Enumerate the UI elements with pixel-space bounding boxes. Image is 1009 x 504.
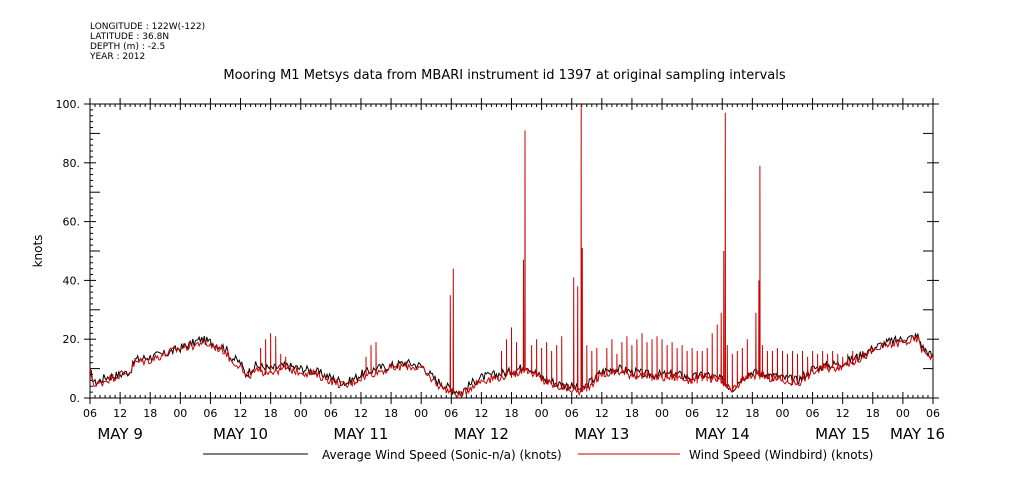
x-day-label: MAY 11	[333, 425, 388, 443]
legend-label-2: Wind Speed (Windbird) (knots)	[689, 448, 873, 462]
x-hour-label: 18	[745, 407, 759, 420]
x-hour-label: 18	[505, 407, 519, 420]
x-hour-label: 12	[234, 407, 248, 420]
x-day-label: MAY 10	[213, 425, 268, 443]
y-axis-label: knots	[31, 235, 45, 268]
series-line-2	[89, 103, 934, 400]
plot-area: 0. 20. 40. 60. 80. 100. knots 06 12 18 00 06 12 18 00 0…	[31, 98, 945, 462]
x-hour-label: 12	[836, 407, 850, 420]
x-hour-label: 06	[444, 407, 458, 420]
x-hour-label: 00	[535, 407, 549, 420]
x-hour-label: 12	[113, 407, 127, 420]
year-text: YEAR : 2012	[90, 52, 146, 62]
x-hour-label: 18	[625, 407, 639, 420]
x-hour-label: 12	[595, 407, 609, 420]
longitude-text: LONGITUDE : 122W(-122)	[90, 22, 206, 32]
x-hour-label: 06	[565, 407, 579, 420]
x-hour-label: 00	[775, 407, 789, 420]
x-day-label: MAY 15	[815, 425, 870, 443]
latitude-text: LATITUDE : 36.8N	[90, 32, 170, 42]
x-hour-label: 06	[806, 407, 820, 420]
y-tick-label: 0.	[70, 392, 81, 405]
x-hour-label: 12	[354, 407, 368, 420]
y-tick-label: 20.	[63, 333, 81, 346]
y-tick-label: 60.	[63, 216, 81, 229]
x-hour-label: 06	[685, 407, 699, 420]
x-hour-label: 06	[203, 407, 217, 420]
y-tick-label: 100.	[56, 98, 81, 111]
y-tick-label: 40.	[63, 274, 81, 287]
x-hour-label: 18	[264, 407, 278, 420]
x-hour-label: 00	[294, 407, 308, 420]
x-day-label: MAY 12	[454, 425, 509, 443]
depth-text: DEPTH (m) : -2.5	[90, 42, 166, 52]
x-hour-label: 06	[83, 407, 97, 420]
x-hour-label: 00	[173, 407, 187, 420]
chart-title: Mooring M1 Metsys data from MBARI instru…	[223, 68, 786, 83]
x-hour-label: 18	[866, 407, 880, 420]
y-tick-label: 80.	[63, 157, 81, 170]
x-day-label: MAY 9	[97, 425, 143, 443]
x-hour-label: 18	[143, 407, 157, 420]
x-hour-label: 00	[896, 407, 910, 420]
x-hour-label: 00	[414, 407, 428, 420]
x-hour-label: 12	[715, 407, 729, 420]
x-day-label: MAY 14	[695, 425, 750, 443]
x-hour-label: 12	[474, 407, 488, 420]
x-hour-label: 00	[655, 407, 669, 420]
x-hour-label: 06	[926, 407, 940, 420]
legend-label-1: Average Wind Speed (Sonic-n/a) (knots)	[322, 448, 562, 462]
x-hour-label: 06	[324, 407, 338, 420]
x-day-label: MAY 13	[574, 425, 629, 443]
x-hour-label: 18	[384, 407, 398, 420]
x-day-label: MAY 16	[890, 425, 945, 443]
